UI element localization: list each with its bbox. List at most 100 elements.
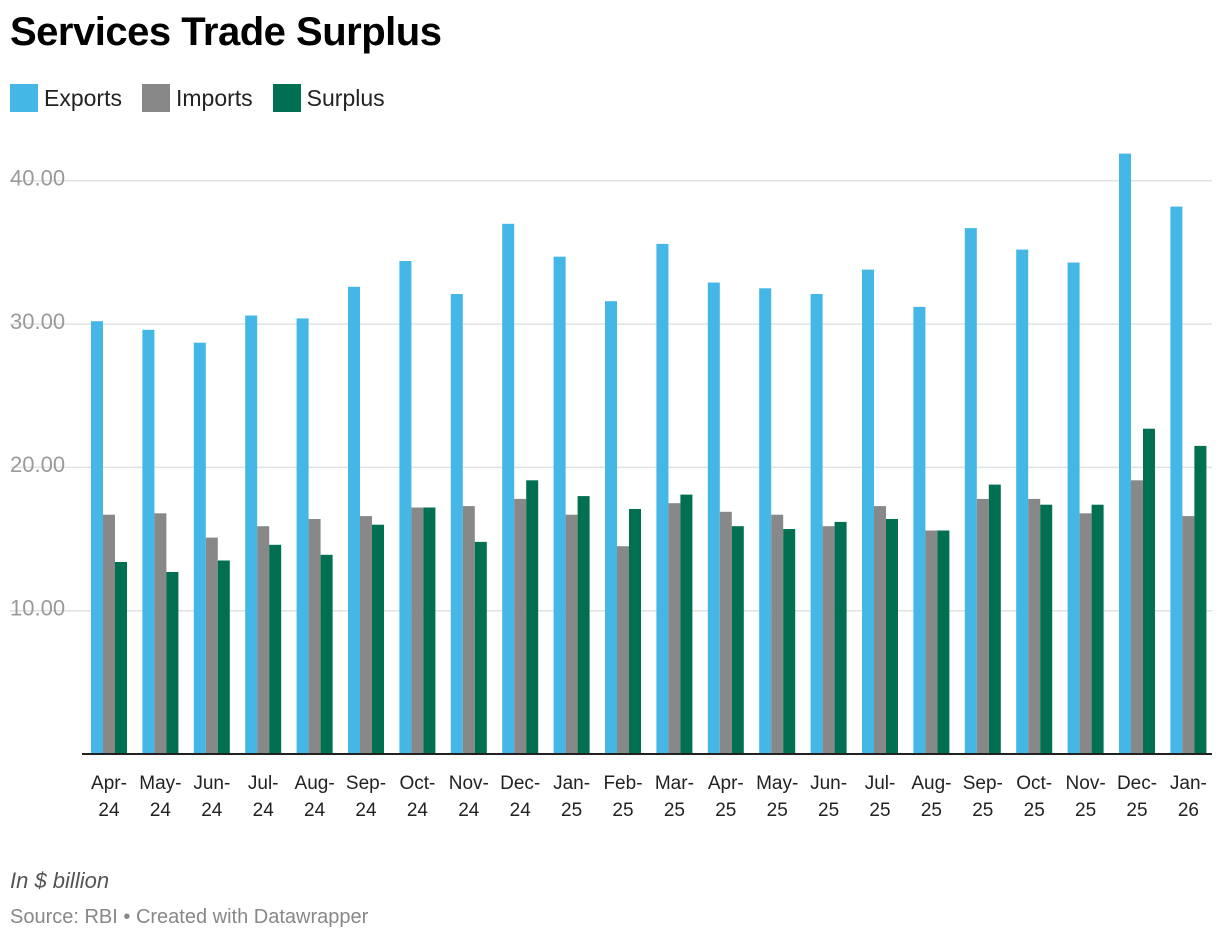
bar-exports: [450, 294, 463, 754]
x-tick-label: Jan-: [553, 773, 590, 794]
bar-surplus: [783, 529, 796, 754]
bar-surplus: [1143, 428, 1155, 754]
x-tick-label: Jun-: [193, 773, 230, 794]
bar-surplus: [269, 544, 282, 754]
bar-imports: [1182, 516, 1195, 754]
bar-exports: [707, 282, 720, 754]
bar-surplus: [577, 496, 590, 754]
bar-imports: [565, 514, 578, 754]
bar-imports: [1131, 480, 1143, 754]
x-tick-label: 24: [355, 800, 377, 821]
x-tick-label: Aug-: [911, 773, 951, 794]
bar-imports: [874, 506, 886, 754]
legend-swatch-exports: [10, 84, 38, 112]
bar-exports: [348, 286, 360, 754]
bar-surplus: [115, 562, 127, 754]
x-tick-label: Nov-: [1066, 773, 1106, 794]
legend-label-exports: Exports: [44, 84, 122, 111]
bar-imports: [411, 507, 424, 754]
x-tick-label: Oct-: [399, 773, 435, 794]
bar-surplus: [886, 519, 898, 754]
bar-exports: [913, 306, 926, 754]
x-tick-label: 25: [715, 800, 736, 821]
x-tick-label: Jul-: [248, 773, 279, 794]
x-tick-label: 25: [612, 800, 633, 821]
bar-exports: [91, 321, 103, 754]
x-tick-label: 24: [150, 800, 172, 821]
x-tick-label: Jan-: [1170, 773, 1207, 794]
x-tick-label: Aug-: [295, 773, 335, 794]
bar-surplus: [1194, 445, 1207, 754]
x-tick-label: Dec-: [1117, 773, 1157, 794]
x-tick-label: Jul-: [865, 773, 896, 794]
bar-imports: [1028, 498, 1041, 754]
bar-surplus: [474, 541, 487, 754]
bar-surplus: [372, 524, 384, 754]
bar-imports: [771, 514, 784, 754]
x-tick-label: Jun-: [810, 773, 847, 794]
bar-exports: [245, 315, 258, 754]
bar-imports: [205, 537, 218, 754]
x-tick-label: 26: [1178, 800, 1199, 821]
bar-exports: [1067, 262, 1080, 754]
bar-imports: [925, 530, 938, 754]
bar-surplus: [1040, 504, 1053, 754]
x-tick-label: 25: [1024, 800, 1045, 821]
bar-surplus: [526, 480, 539, 754]
bar-exports: [502, 223, 515, 755]
x-tick-label: Apr-: [708, 773, 744, 794]
unit-note: In $ billion: [10, 868, 110, 893]
bar-exports: [964, 228, 977, 755]
chart-title: Services Trade Surplus: [10, 10, 442, 54]
x-tick-label: May-: [139, 773, 181, 794]
bar-exports: [656, 243, 669, 754]
legend-swatch-surplus: [272, 84, 301, 112]
bar-exports: [142, 329, 155, 754]
bar-exports: [193, 342, 206, 754]
x-tick-label: 25: [561, 800, 582, 821]
bar-surplus: [731, 526, 744, 754]
bar-imports: [257, 526, 270, 754]
x-tick-label: 25: [921, 800, 942, 821]
bar-exports: [1016, 249, 1029, 754]
x-tick-label: 25: [1126, 800, 1147, 821]
bar-exports: [296, 318, 309, 754]
x-tick-label: 24: [253, 800, 275, 821]
bar-imports: [617, 546, 629, 754]
x-tick-label: 25: [1075, 800, 1096, 821]
x-tick-label: Nov-: [449, 773, 489, 794]
legend-label-imports: Imports: [175, 84, 253, 111]
bar-exports: [1119, 153, 1131, 755]
bar-chart: 10.00 20.00 30.00 40.00 Apr- 24 May- 24 Jun- 24 Ju…: [10, 153, 1212, 821]
x-tick-label: Mar-: [655, 773, 694, 794]
legend-item-imports: Imports: [141, 84, 253, 112]
bar-imports: [1079, 513, 1092, 754]
y-tick-label: 40.00: [10, 166, 65, 191]
bar-surplus: [166, 572, 179, 754]
y-tick-label: 20.00: [10, 452, 65, 477]
x-tick-label: Dec-: [500, 773, 540, 794]
x-tick-label: 24: [98, 800, 120, 821]
bar-surplus: [834, 521, 847, 754]
bar-surplus: [988, 484, 1001, 754]
bar-surplus: [217, 560, 230, 754]
legend-swatch-imports: [141, 84, 170, 112]
x-tick-label: Oct-: [1016, 773, 1052, 794]
bar-imports: [719, 511, 732, 754]
bar-surplus: [320, 554, 333, 754]
bar-exports: [862, 269, 874, 754]
bar-imports: [154, 513, 167, 754]
bar-imports: [822, 526, 835, 754]
x-tick-label: 25: [767, 800, 788, 821]
bar-surplus: [680, 494, 693, 754]
bar-imports: [668, 503, 681, 754]
x-tick-label: 24: [407, 800, 429, 821]
bar-surplus: [423, 507, 436, 754]
bar-imports: [103, 514, 115, 754]
x-tick-label: 25: [664, 800, 685, 821]
x-tick-label: 24: [458, 800, 480, 821]
x-tick-label: 25: [972, 800, 993, 821]
bar-exports: [553, 256, 566, 754]
bar-exports: [605, 301, 617, 754]
bar-exports: [1170, 206, 1183, 755]
